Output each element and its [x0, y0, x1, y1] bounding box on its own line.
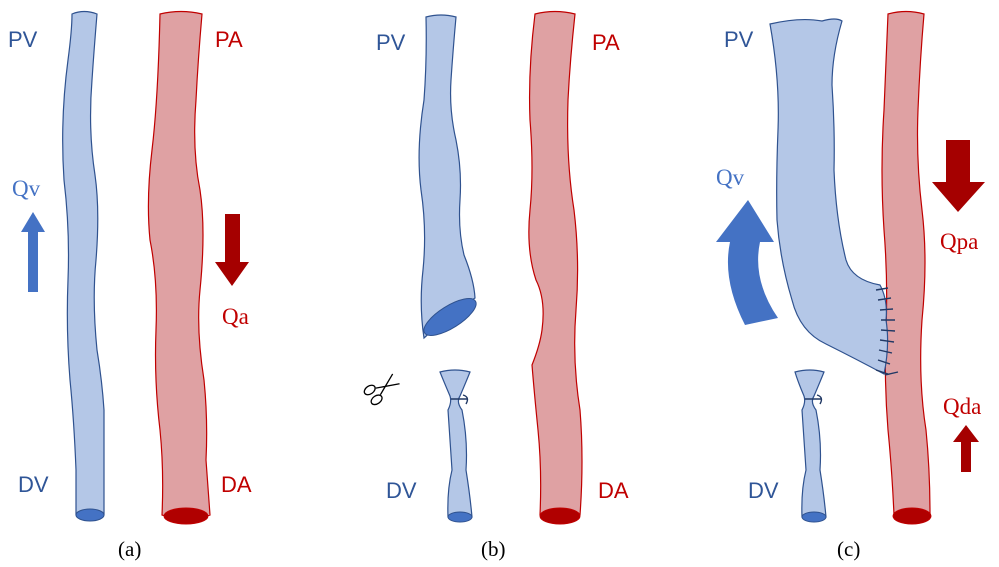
label-pv: PV — [376, 30, 406, 55]
caption-a: (a) — [118, 537, 141, 561]
label-pa: PA — [215, 27, 243, 52]
scissors-icon — [363, 373, 400, 406]
vein-b-distal-ligated — [439, 369, 473, 521]
vein-flow-arrow-up — [21, 212, 45, 292]
panel-b: PV PA DV DA (b) — [363, 10, 629, 561]
label-da: DA — [598, 478, 629, 503]
distal-artery-flow-arrow — [953, 425, 979, 472]
vein-a-distal-opening — [75, 508, 105, 522]
artery-b-distal-opening — [539, 507, 581, 525]
label-qpa: Qpa — [940, 229, 978, 254]
label-pa: PA — [592, 30, 620, 55]
vein-b-proximal — [418, 14, 476, 340]
artery-flow-arrow-down — [215, 214, 249, 286]
label-dv: DV — [18, 472, 49, 497]
vein-c-distal-ligated — [794, 369, 827, 521]
artery-b — [528, 10, 583, 520]
proximal-artery-flow-arrow — [932, 140, 985, 212]
vein-b-cut-opening — [423, 298, 477, 336]
ligature-c — [805, 394, 823, 405]
label-qv: Qv — [12, 176, 41, 201]
vein-c-anastomosed — [769, 18, 889, 375]
vein-a — [62, 10, 105, 519]
label-qa: Qa — [222, 304, 249, 329]
label-dv: DV — [386, 478, 417, 503]
vein-c-distal-opening — [801, 511, 827, 523]
ligature-b — [451, 394, 469, 405]
label-pv: PV — [8, 27, 38, 52]
vein-b-distal-opening — [447, 511, 473, 523]
artery-c-distal-opening — [892, 507, 932, 525]
artery-a-distal-opening — [163, 507, 209, 525]
panel-c: PV DV Qv Qpa Qda (c) — [716, 10, 985, 561]
panel-a: PV PA DV DA Qv Qa (a) — [8, 10, 252, 561]
label-pv: PV — [724, 27, 754, 52]
artery-a — [147, 10, 211, 520]
sutures — [875, 287, 899, 376]
vein-flow-arrow-curved — [716, 200, 778, 325]
artery-c — [881, 10, 931, 520]
caption-c: (c) — [837, 537, 860, 561]
label-qv: Qv — [716, 165, 745, 190]
label-dv: DV — [748, 478, 779, 503]
caption-b: (b) — [481, 537, 506, 561]
label-da: DA — [221, 472, 252, 497]
label-qda: Qda — [943, 394, 981, 419]
